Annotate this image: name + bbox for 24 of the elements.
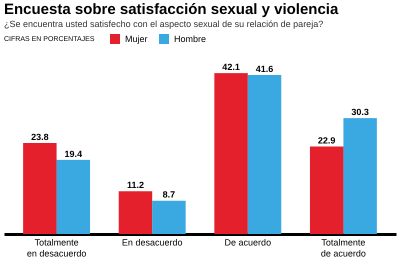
bar — [248, 74, 282, 234]
data-label: 30.3 — [351, 107, 369, 118]
chart-subtitle: ¿Se encuentra usted satisfecho con el aspecto sexual de su relación de pareja? — [4, 19, 324, 29]
x-tick-label: Totalmente de acuerdo — [320, 238, 366, 258]
x-tick-label: De acuerdo — [224, 238, 272, 248]
chart-title: Encuesta sobre satisfacción sexual y violencia — [4, 1, 339, 18]
data-label: 19.4 — [64, 148, 82, 159]
bar — [152, 200, 186, 234]
legend-label: Hombre — [174, 34, 206, 44]
bar — [310, 146, 344, 234]
bar — [56, 160, 90, 234]
bar — [118, 191, 152, 234]
data-label: 11.2 — [126, 180, 144, 190]
bar — [343, 118, 377, 234]
x-tick-label: En desacuerdo — [122, 238, 182, 248]
data-label: 8.7 — [162, 190, 176, 200]
data-label: 41.6 — [256, 64, 274, 74]
legend-label: Mujer — [125, 34, 148, 44]
bar — [23, 143, 57, 234]
data-label: 42.1 — [222, 62, 240, 72]
x-tick-label: Totalmente en desacuerdo — [26, 238, 86, 258]
data-label: 22.9 — [318, 135, 336, 146]
bar — [214, 73, 248, 234]
data-label: 23.8 — [31, 132, 49, 142]
